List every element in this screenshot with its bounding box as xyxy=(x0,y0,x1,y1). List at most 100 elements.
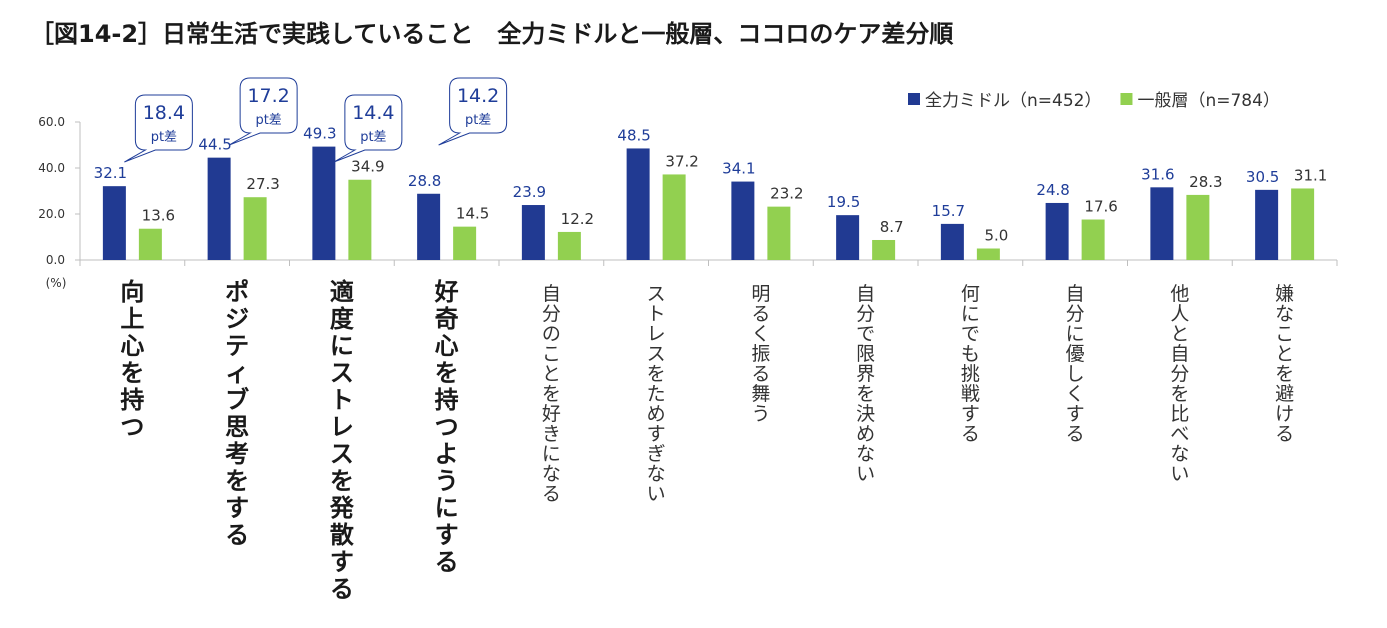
value-label: 8.7 xyxy=(880,218,904,236)
bar-zenryoku-middle xyxy=(102,186,126,260)
value-label: 17.6 xyxy=(1084,198,1117,216)
category-label-char: た xyxy=(647,383,666,405)
category-label-char: す xyxy=(647,423,666,445)
category-label-char: に xyxy=(435,494,459,522)
category-label-char: 好 xyxy=(542,403,561,425)
category-label-char: に xyxy=(1066,323,1085,345)
callout-value: 14.2 xyxy=(457,85,499,107)
category-label-char: 自 xyxy=(1066,283,1085,305)
category-label-char: る xyxy=(1275,423,1294,445)
category-label-char: の xyxy=(542,323,561,345)
value-label: 37.2 xyxy=(665,152,698,170)
callout-unit: pt差 xyxy=(151,130,177,145)
legend-label: 一般層（n=784） xyxy=(1137,91,1279,111)
bar-ippan xyxy=(557,231,581,260)
value-label: 24.8 xyxy=(1036,181,1069,199)
category-label-char: る xyxy=(751,303,770,325)
y-tick-label: 0.0 xyxy=(46,253,65,267)
bar-ippan xyxy=(1186,194,1210,260)
bar-zenryoku-middle xyxy=(836,215,860,260)
bar-ippan xyxy=(453,226,477,260)
y-tick-label: 60.0 xyxy=(38,115,65,129)
value-label: 34.9 xyxy=(351,158,384,176)
category-label-char: 好 xyxy=(434,278,459,306)
value-label: 19.5 xyxy=(827,193,860,211)
category-label-char: に xyxy=(542,443,561,465)
chart-title: ［図14-2］日常生活で実践していること 全力ミドルと一般層、ココロのケア差分順 xyxy=(30,20,954,48)
category-label-char: な xyxy=(542,463,561,485)
category-labels: 向上心を持つポジティブ思考をする適度にストレスを発散する好奇心を持つようにする自… xyxy=(120,278,1294,603)
callout-unit: pt差 xyxy=(465,113,491,128)
category-label-char: る xyxy=(961,423,980,445)
category-label-char: ブ xyxy=(225,386,249,414)
category-label-char: に xyxy=(330,332,354,360)
category-label-char: 限 xyxy=(856,343,875,365)
value-label: 48.5 xyxy=(617,126,650,144)
value-label: 49.3 xyxy=(303,125,336,143)
category-label-char: き xyxy=(542,423,561,445)
value-label: 13.6 xyxy=(142,207,175,225)
category-label-char: こ xyxy=(542,343,561,365)
category-label-char: 持 xyxy=(435,386,459,414)
legend-label: 全力ミドル（n=452） xyxy=(925,91,1101,111)
bar-ippan xyxy=(767,206,791,260)
category-label-char: を xyxy=(435,359,459,387)
category-label-char: し xyxy=(1066,363,1085,385)
category-label-char: す xyxy=(225,494,249,522)
value-label: 30.5 xyxy=(1246,168,1279,186)
category-label-char: る xyxy=(751,363,770,385)
category-label-char: 分 xyxy=(542,303,561,325)
category-label-char: 自 xyxy=(856,283,875,305)
bar-zenryoku-middle xyxy=(1255,189,1279,260)
category-label-char: す xyxy=(435,521,459,549)
legend: 全力ミドル（n=452） 一般層（n=784） xyxy=(908,91,1280,111)
category-label-char: 分 xyxy=(856,303,875,325)
category-label-char: い xyxy=(647,483,666,505)
bar-ippan xyxy=(976,248,1000,260)
category-label-char: に xyxy=(961,303,980,325)
bar-zenryoku-middle xyxy=(207,157,231,260)
category-label-char: ぎ xyxy=(647,443,666,465)
category-label-char: 振 xyxy=(751,343,770,365)
category-label-char: け xyxy=(1275,403,1294,425)
category-label-char: 比 xyxy=(1170,403,1189,425)
category-label-char: で xyxy=(961,323,980,345)
category-label-char: ス xyxy=(647,343,666,365)
category-label-char: 自 xyxy=(542,283,561,305)
category-label-char: う xyxy=(435,467,459,495)
category-label-char: と xyxy=(1275,343,1294,365)
bar-ippan xyxy=(1291,188,1315,260)
category-label-char: 明 xyxy=(751,283,770,305)
category-label-char: す xyxy=(961,403,980,425)
category-label-char: ジ xyxy=(225,305,249,333)
category-label-char: 分 xyxy=(1170,363,1189,385)
category-label-char: テ xyxy=(225,332,249,360)
callout-bubble xyxy=(438,77,508,146)
category-label-char: を xyxy=(856,383,875,405)
category-label-char: め xyxy=(856,423,875,445)
category-label-char: を xyxy=(1170,383,1189,405)
category-label-char: つ xyxy=(435,413,459,441)
category-label-char: 優 xyxy=(1066,343,1085,365)
category-label-char: を xyxy=(542,383,561,405)
value-label: 34.1 xyxy=(722,160,755,178)
callout-value: 18.4 xyxy=(143,102,185,124)
value-label: 23.2 xyxy=(770,185,803,203)
category-label-char: を xyxy=(1275,363,1294,385)
category-label-char: い xyxy=(1170,463,1189,485)
y-tick-label: 20.0 xyxy=(38,207,65,221)
bar-zenryoku-middle xyxy=(940,223,964,260)
value-label: 44.5 xyxy=(198,136,231,154)
category-label-char: 戦 xyxy=(961,383,980,405)
value-label: 32.1 xyxy=(94,164,127,182)
category-label-char: 奇 xyxy=(435,305,459,333)
category-label-char: ス xyxy=(647,283,666,305)
category-label-char: 舞 xyxy=(751,383,770,405)
category-label-char: を xyxy=(225,467,249,495)
bar-ippan xyxy=(348,179,372,260)
legend-swatch xyxy=(908,93,920,105)
category-label-char: 考 xyxy=(225,440,249,468)
bar-zenryoku-middle xyxy=(1150,187,1174,260)
callout-unit: pt差 xyxy=(255,113,281,128)
